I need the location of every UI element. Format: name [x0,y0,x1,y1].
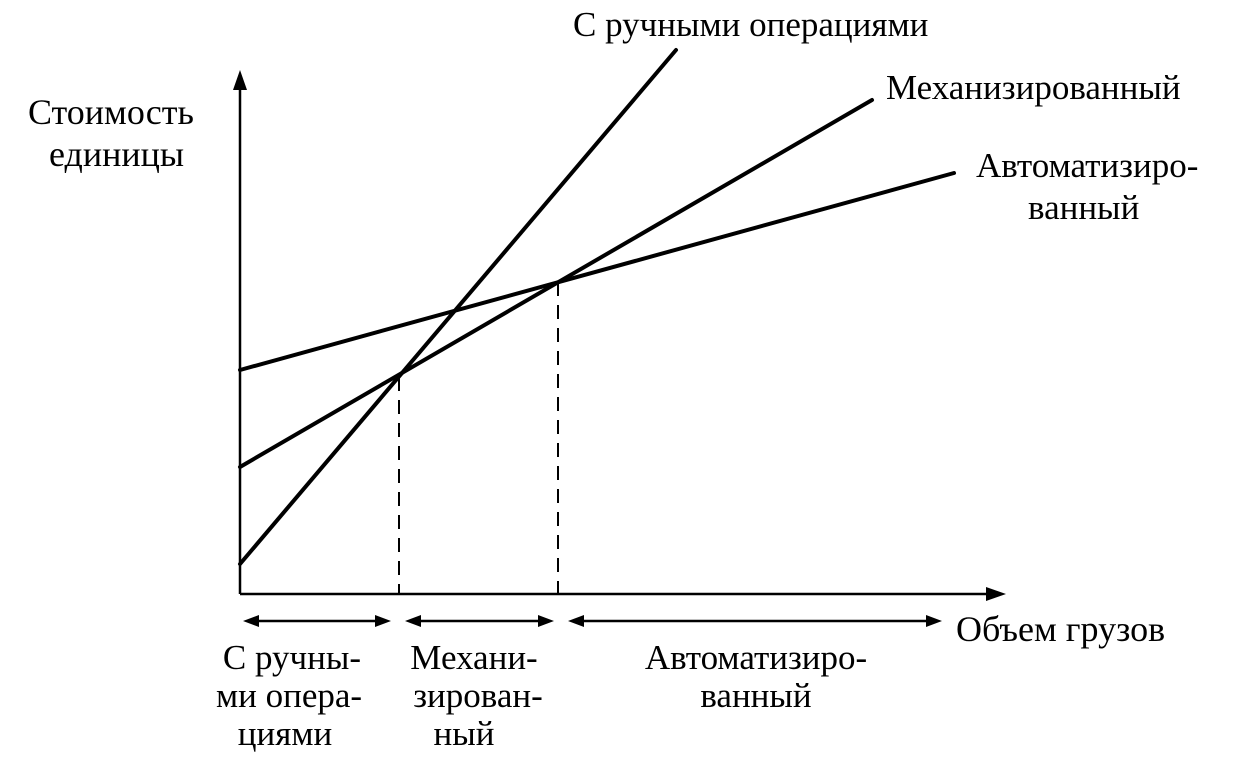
mechanized-range-arrow-left-head [405,615,421,627]
automated-line-label-line1: Автоматизиро- [976,146,1198,185]
automated-range-arrow-right-head [926,615,942,627]
mechanized-range-arrow-right-head [538,615,554,627]
zone-mechanized-line1: Механи- [410,638,537,677]
manual-range-arrow-left-head [243,615,259,627]
zone-manual-line1: С ручны- [223,638,361,677]
manual-cost-line [238,48,678,566]
mechanized-line-label: Механизированный [886,68,1181,107]
y-axis-label-line2: единицы [49,134,184,174]
zone-manual-line2: ми опера- [216,676,362,715]
automated-range-arrow-left-head [568,615,584,627]
manual-range-arrow-right-head [375,615,391,627]
zone-manual-line3: циями [238,714,332,753]
zone-automated-line2: ванный [700,676,811,715]
x-axis-arrowhead [986,587,1006,601]
x-axis-label: Объем грузов [956,609,1165,649]
automated-line-label-line2: ванный [1028,188,1139,227]
zone-mechanized-line3: ный [434,714,495,753]
y-axis-label-line1: Стоимость [28,92,194,132]
y-axis-arrowhead [233,70,247,90]
automated-cost-line [238,171,956,372]
zone-mechanized-line2: зирован- [413,676,543,715]
manual-line-label: С ручными операциями [573,5,928,44]
zone-automated-line1: Автоматизиро- [645,638,867,677]
